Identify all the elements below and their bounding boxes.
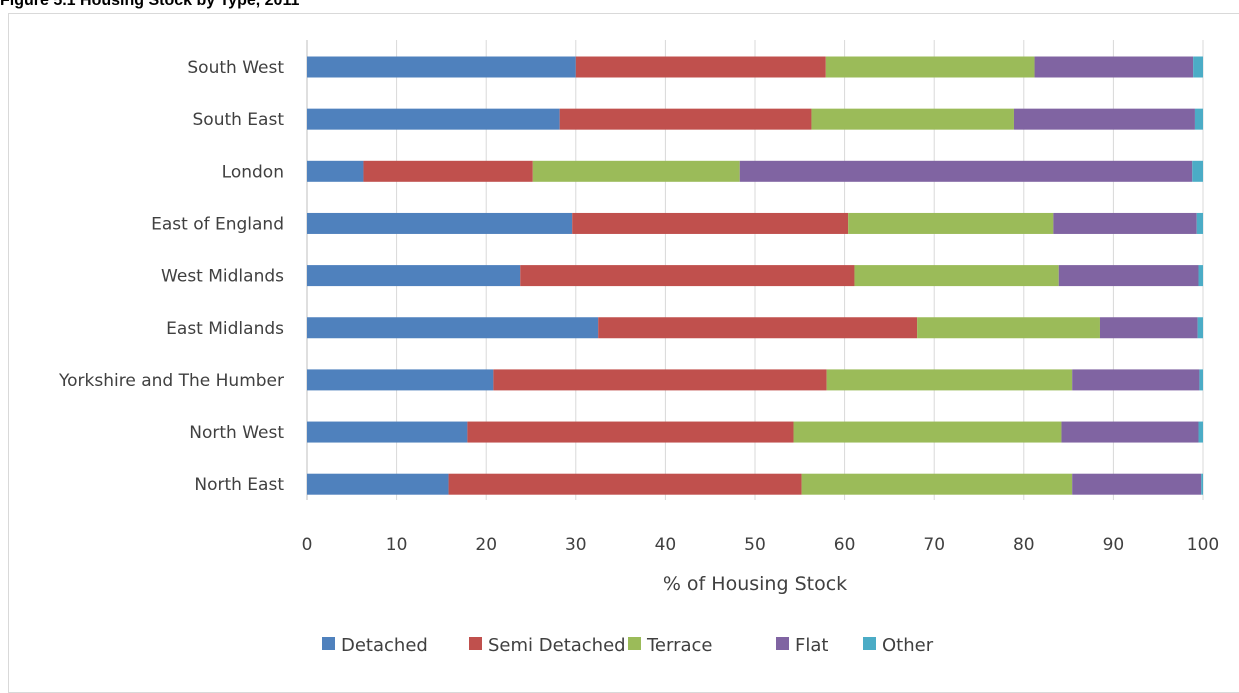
category-label: London xyxy=(222,162,284,182)
x-axis-title: % of Housing Stock xyxy=(663,573,847,595)
category-label: West Midlands xyxy=(161,267,284,287)
bar-segment xyxy=(825,56,1035,78)
bar-segment xyxy=(1034,56,1194,78)
bar-segment xyxy=(917,317,1100,339)
bar-segment xyxy=(307,212,573,234)
x-tick-label: 20 xyxy=(475,535,497,555)
legend-label: Detached xyxy=(341,635,428,656)
bar-segment xyxy=(1192,160,1203,182)
legend-swatch xyxy=(469,637,482,650)
bar-segment xyxy=(1072,473,1202,495)
bar-segment xyxy=(598,317,918,339)
bar-segment xyxy=(307,369,494,391)
x-tick-label: 10 xyxy=(386,535,408,555)
legend-label: Flat xyxy=(795,635,828,656)
x-tick-label: 60 xyxy=(834,535,856,555)
x-tick-label: 30 xyxy=(565,535,587,555)
x-tick-label: 40 xyxy=(655,535,677,555)
category-label: North East xyxy=(194,475,284,495)
x-tick-label: 100 xyxy=(1187,535,1219,555)
bar-segment xyxy=(1193,56,1203,78)
bar-segment xyxy=(575,56,826,78)
x-tick-label: 70 xyxy=(923,535,945,555)
x-tick-label: 0 xyxy=(302,535,313,555)
legend-swatch xyxy=(776,637,789,650)
bar-segment xyxy=(572,212,849,234)
legend-label: Semi Detached xyxy=(488,635,626,656)
x-tick-labels: 0 10 20 30 40 50 60 70 80 90 100 xyxy=(302,535,1220,555)
bar-segment xyxy=(1194,108,1203,130)
category-label: Yorkshire and The Humber xyxy=(58,371,284,391)
bar-segment xyxy=(1196,212,1203,234)
legend-label: Terrace xyxy=(646,635,713,656)
bar-segment xyxy=(1099,317,1198,339)
bar-segment xyxy=(467,421,794,443)
bar-segment xyxy=(1013,108,1195,130)
bar-segment xyxy=(307,160,364,182)
bar-segment xyxy=(1199,369,1203,391)
bar-segment xyxy=(1072,369,1200,391)
legend-swatch xyxy=(863,637,876,650)
category-label: East of England xyxy=(151,214,284,234)
category-label: South East xyxy=(193,110,285,130)
legend-swatch xyxy=(322,637,335,650)
bar-segment xyxy=(307,108,560,130)
bar-segment xyxy=(1198,265,1203,287)
x-tick-label: 80 xyxy=(1013,535,1035,555)
bar-segment xyxy=(520,265,855,287)
legend: Detached Semi Detached Terrace Flat Other xyxy=(322,635,934,656)
bar-segment xyxy=(559,108,812,130)
category-labels: South West South East London East of Englan… xyxy=(58,58,284,495)
bar-segment xyxy=(307,317,599,339)
bar-segment xyxy=(532,160,740,182)
bar-segment xyxy=(1058,265,1199,287)
bar-segment xyxy=(801,473,1073,495)
bar-segment xyxy=(854,265,1059,287)
bar-segment xyxy=(1197,317,1203,339)
bar-segment xyxy=(307,421,468,443)
bar-segment xyxy=(307,56,576,78)
category-label: South West xyxy=(187,58,284,78)
legend-label: Other xyxy=(882,635,934,656)
bars xyxy=(307,56,1203,495)
bar-segment xyxy=(363,160,533,182)
bar-segment xyxy=(493,369,827,391)
x-tick-label: 50 xyxy=(744,535,766,555)
bar-segment xyxy=(1053,212,1197,234)
bar-segment xyxy=(448,473,802,495)
category-label: North West xyxy=(189,423,284,443)
bar-segment xyxy=(1061,421,1199,443)
figure-title: Figure 5.1 Housing Stock by Type, 2011 xyxy=(0,0,300,9)
bar-segment xyxy=(811,108,1014,130)
bar-segment xyxy=(793,421,1062,443)
x-tick-label: 90 xyxy=(1103,535,1125,555)
bar-segment xyxy=(826,369,1073,391)
bar-segment xyxy=(848,212,1054,234)
bar-segment xyxy=(739,160,1193,182)
bar-segment xyxy=(307,473,449,495)
category-label: East Midlands xyxy=(166,319,284,339)
bar-segment xyxy=(1201,473,1203,495)
legend-swatch xyxy=(628,637,641,650)
bar-segment xyxy=(1198,421,1203,443)
bar-segment xyxy=(307,265,521,287)
